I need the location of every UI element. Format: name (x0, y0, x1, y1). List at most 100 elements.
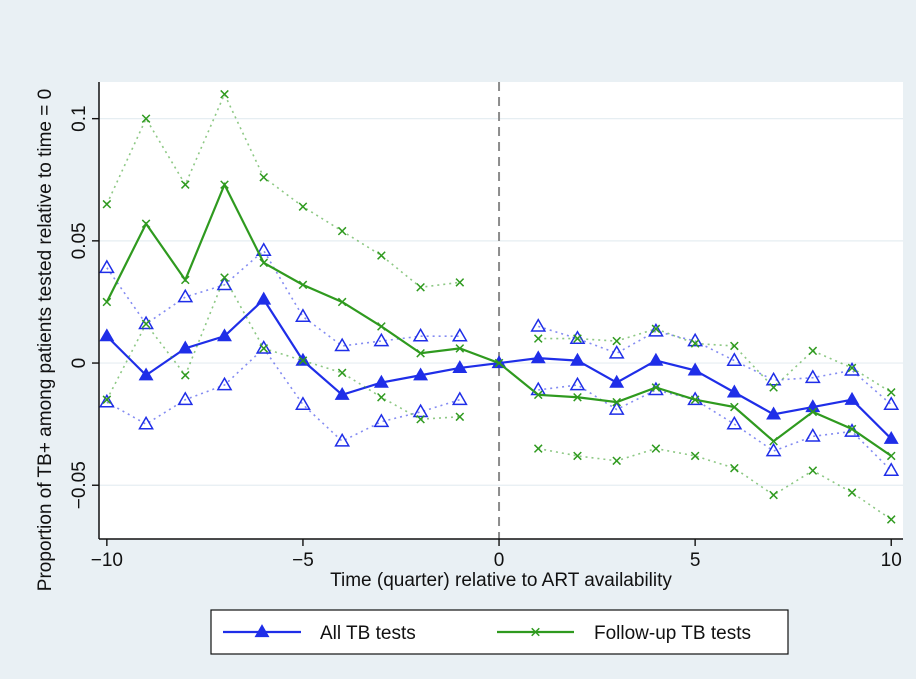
series-1-ci-upper-line-0 (106, 92, 460, 289)
series-1-ci-lower-marker-13 (612, 456, 622, 466)
series-1-ci-upper-marker-2 (180, 180, 190, 189)
series-0-ci-lower-marker-4 (255, 340, 272, 354)
series-1-ci-lower-line-1 (538, 447, 892, 521)
series-1-ci-upper-marker-6 (337, 226, 347, 236)
series-0-ci-upper-marker-2 (177, 288, 194, 303)
series-0-ci-lower-marker-5 (295, 396, 311, 410)
series-0-point-4 (256, 291, 272, 305)
series-0-point-20 (883, 430, 899, 444)
series-1-point-16 (730, 402, 739, 412)
series-1-point-3 (220, 180, 229, 189)
series-0-point-6 (334, 386, 350, 400)
series-0-ci-lower-marker-18 (804, 428, 821, 442)
series-1-point-9 (455, 344, 465, 353)
series-1-point-20 (886, 451, 896, 461)
series-layer (98, 89, 900, 524)
plot-area (99, 82, 903, 539)
legend: All TB tests Follow-up TB tests (210, 609, 789, 655)
series-0-ci-upper-marker-6 (334, 337, 351, 352)
series-1-ci-lower-marker-7 (377, 392, 386, 402)
series-1-point-7 (377, 322, 386, 331)
series-0-ci-upper-marker-7 (373, 332, 390, 347)
series-1-ci-upper-marker-5 (298, 202, 308, 211)
y-tick-label-3: 0.1 (69, 105, 90, 131)
series-1-ci-upper-marker-4 (259, 172, 269, 182)
legend-item-1: Follow-up TB tests (497, 623, 751, 644)
series-1-point-10 (494, 358, 504, 368)
series-1-point-2 (180, 275, 190, 285)
series-1-ci-upper-marker-20 (886, 388, 896, 397)
x-tick-label-4: 10 (881, 550, 902, 571)
series-0-point-1 (138, 367, 154, 381)
y-tick-label-0: −0.05 (69, 461, 90, 509)
series-0-ci-upper-marker-17 (765, 371, 782, 386)
series-1-point-18 (808, 407, 818, 417)
series-0-ci-upper-marker-20 (883, 396, 900, 410)
series-1-point-1 (141, 219, 151, 229)
series-1-ci-lower-marker-14 (651, 444, 661, 453)
series-0-point-9 (452, 360, 468, 374)
series-1-ci-upper-marker-3 (220, 89, 229, 99)
series-1-ci-upper-marker-12 (573, 334, 582, 343)
legend-item-0: All TB tests (223, 623, 416, 644)
series-0-point-12 (570, 352, 585, 366)
legend-swatch-marker-0 (254, 624, 270, 638)
series-1-ci-upper-marker-0 (102, 199, 112, 209)
series-1-point-5 (298, 280, 308, 290)
grid (99, 118, 903, 486)
series-0-ci-lower-marker-7 (373, 413, 390, 428)
series-0-ci-upper-marker-0 (98, 259, 115, 274)
series-1-point-11 (533, 390, 543, 400)
y-tick-label-1: 0 (69, 358, 90, 369)
series-1-ci-lower-marker-6 (337, 368, 347, 378)
series-0-ci-lower-marker-17 (765, 442, 782, 457)
series-1-point-13 (612, 397, 622, 407)
series-0-ci-upper-marker-4 (255, 242, 272, 256)
series-1-ci-upper-marker-8 (416, 282, 425, 292)
series-0-point-19 (844, 391, 860, 405)
series-0-ci-lower-marker-12 (569, 376, 586, 391)
x-axis-title: Time (quarter) relative to ART availabil… (330, 570, 672, 591)
y-axis-title: Proportion of TB+ among patients tested … (35, 89, 56, 591)
series-1-point-19 (847, 424, 857, 434)
series-0-point-7 (373, 374, 389, 388)
series-0-point-17 (766, 406, 782, 420)
x-tick-label-2: 0 (494, 550, 505, 571)
series-1-point-0 (102, 297, 112, 307)
series-1-ci-lower-marker-2 (180, 370, 190, 380)
series-1-ci-lower-marker-19 (847, 488, 857, 497)
series-0-ci-upper-marker-9 (451, 327, 468, 342)
series-0-ci-upper-marker-11 (530, 318, 547, 332)
series-0-ci-upper-marker-1 (138, 315, 154, 330)
series-1-ci-upper-line-1 (538, 327, 892, 394)
series-0-point-15 (687, 362, 703, 376)
series-1-ci-upper-marker-19 (847, 363, 857, 373)
series-0-ci-lower-marker-13 (608, 401, 625, 415)
series-1-ci-lower-marker-9 (455, 412, 465, 422)
series-1-ci-lower-marker-11 (533, 444, 543, 453)
series-0-ci-upper-marker-3 (216, 276, 233, 291)
series-1-point-15 (690, 395, 700, 405)
series-1-ci-lower-line-0 (106, 275, 460, 421)
series-1-point-6 (337, 297, 347, 307)
x-tick-label-0: −10 (91, 550, 123, 571)
series-1 (102, 89, 896, 524)
series-1-ci-upper-marker-17 (769, 383, 778, 392)
series-1-ci-upper-marker-18 (808, 346, 818, 356)
series-0-point-13 (609, 374, 625, 388)
series-0-ci-lower-marker-20 (883, 462, 900, 476)
series-0-ci-upper-line-0 (106, 249, 460, 347)
series-0-ci-upper-marker-5 (295, 308, 311, 322)
series-0-point-2 (177, 340, 193, 354)
series-1-ci-upper-marker-14 (651, 324, 661, 334)
series-0-ci-upper-marker-16 (726, 352, 743, 366)
x-tick-label-3: 5 (690, 550, 701, 571)
series-0-ci-upper-marker-14 (648, 322, 664, 337)
y-tick-label-2: 0.05 (69, 222, 90, 259)
series-0-point-3 (217, 328, 232, 342)
series-1-ci-lower-marker-1 (141, 319, 151, 329)
legend-label-1: Follow-up TB tests (594, 623, 751, 644)
series-0-ci-lower-marker-16 (726, 415, 743, 430)
